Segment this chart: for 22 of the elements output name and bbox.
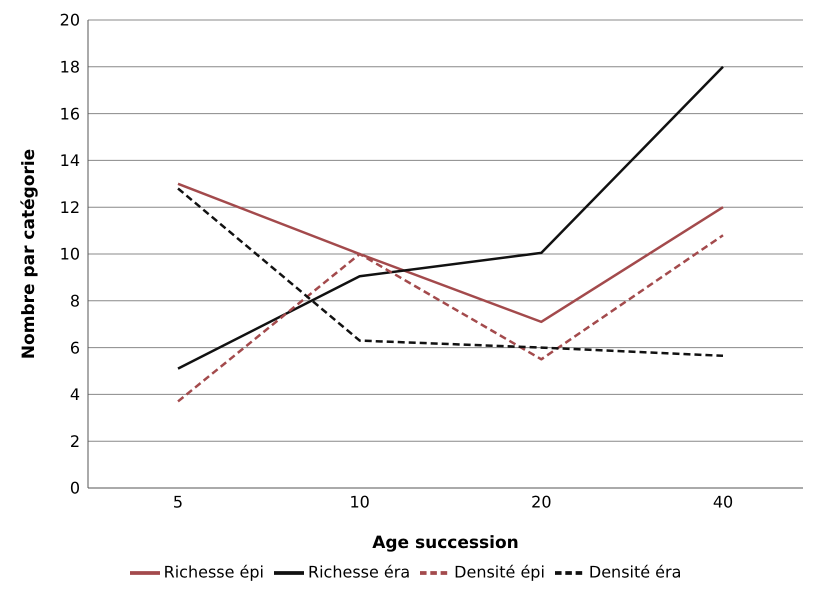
- legend-label: Richesse épi: [164, 562, 264, 582]
- y-axis-title: Nombre par catégorie: [19, 148, 40, 360]
- legend-label: Densité épi: [454, 562, 545, 582]
- y-tick-label: 18: [60, 57, 80, 76]
- x-axis-title: Age succession: [372, 533, 519, 553]
- y-tick-label: 14: [60, 151, 80, 170]
- x-tick-label: 40: [712, 492, 734, 512]
- y-tick-label: 12: [60, 198, 80, 217]
- y-tick-label: 8: [70, 291, 80, 310]
- y-tick-label: 2: [70, 432, 80, 451]
- y-tick-label: 4: [70, 385, 80, 404]
- legend-label: Densité éra: [588, 562, 682, 582]
- x-tick-label: 20: [531, 492, 552, 512]
- y-tick-label: 10: [60, 244, 80, 264]
- x-tick-label: 5: [172, 492, 184, 512]
- legend-label: Richesse éra: [308, 562, 410, 582]
- y-tick-label: 16: [60, 104, 80, 124]
- y-tick-label: 6: [70, 338, 80, 358]
- y-tick-label: 0: [70, 478, 80, 498]
- line-series: [176, 66, 724, 370]
- x-tick-label: 10: [349, 492, 370, 512]
- y-tick-label: 20: [60, 10, 80, 30]
